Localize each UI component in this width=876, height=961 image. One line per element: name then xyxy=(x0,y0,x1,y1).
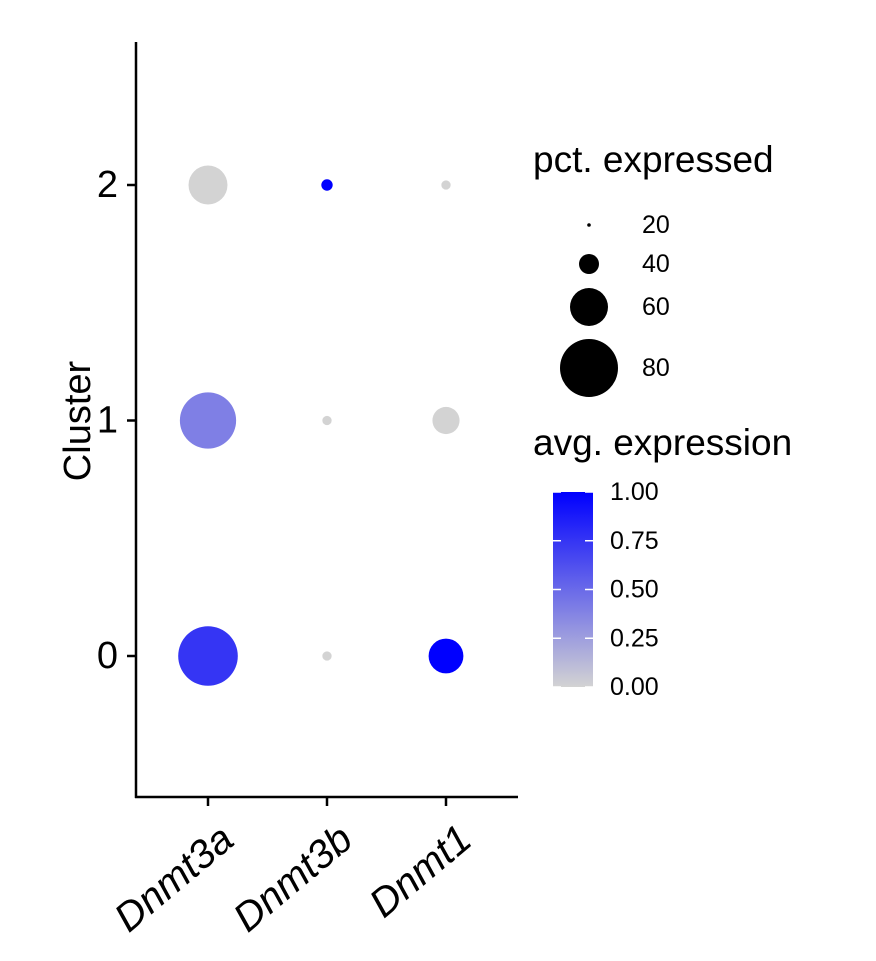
size-legend-dot xyxy=(579,254,599,274)
size-legend-items: 20 40 60 80 xyxy=(560,211,670,397)
dot-series xyxy=(178,165,464,686)
x-tick-label: Dnmt1 xyxy=(361,817,480,926)
colorbar-tick-label: 0.25 xyxy=(610,624,659,652)
color-legend: avg. expression 1.00 0.75 0.50 0.25 0.00 xyxy=(533,422,792,701)
dot-dnmt1-cluster-0 xyxy=(428,638,464,674)
colorbar-tick-label: 0.75 xyxy=(610,527,659,555)
y-tick-label: 0 xyxy=(97,635,118,677)
colorbar-ticks: 1.00 0.75 0.50 0.25 0.00 xyxy=(553,478,659,701)
size-legend: pct. expressed 20 40 60 80 xyxy=(533,139,774,397)
size-legend-title: pct. expressed xyxy=(533,139,774,180)
colorbar-tick-label: 1.00 xyxy=(610,478,659,506)
dot-dnmt3b-cluster-1 xyxy=(322,415,332,426)
size-legend-dot xyxy=(587,223,591,227)
colorbar-tick-label: 0.50 xyxy=(610,576,659,604)
x-tick-label: Dnmt3a xyxy=(106,817,242,941)
colorbar-tick-label: 0.00 xyxy=(610,673,659,701)
dot-dnmt1-cluster-2 xyxy=(441,180,451,190)
dot-dnmt3b-cluster-2 xyxy=(321,179,333,191)
size-legend-dot xyxy=(570,288,608,326)
size-legend-dot xyxy=(560,339,618,397)
y-tick-label: 1 xyxy=(97,400,118,442)
y-axis-ticks: 0 1 2 xyxy=(97,164,136,677)
size-legend-label: 40 xyxy=(642,250,670,278)
size-legend-label: 20 xyxy=(642,211,670,239)
y-axis-title: Cluster xyxy=(57,360,99,481)
dot-dnmt3a-cluster-2 xyxy=(188,165,228,205)
x-tick-label: Dnmt3b xyxy=(225,817,361,941)
dot-dnmt3b-cluster-0 xyxy=(322,651,332,661)
dot-dnmt3a-cluster-0 xyxy=(178,626,238,686)
dot-dnmt3a-cluster-1 xyxy=(179,392,237,449)
dot-dnmt1-cluster-1 xyxy=(432,406,460,435)
size-legend-label: 80 xyxy=(642,354,670,382)
size-legend-label: 60 xyxy=(642,293,670,321)
y-tick-label: 2 xyxy=(97,164,118,206)
color-legend-title: avg. expression xyxy=(533,422,792,463)
